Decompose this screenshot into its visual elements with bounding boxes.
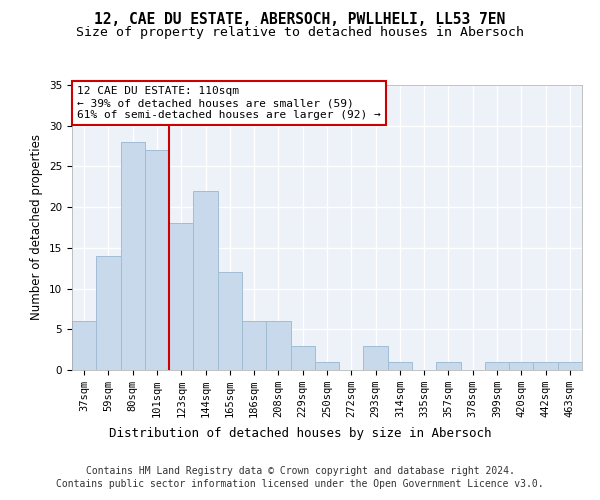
- Bar: [169, 224, 193, 370]
- Bar: [388, 362, 412, 370]
- Bar: [315, 362, 339, 370]
- Bar: [72, 321, 96, 370]
- Bar: [145, 150, 169, 370]
- Bar: [266, 321, 290, 370]
- Bar: [193, 191, 218, 370]
- Text: Distribution of detached houses by size in Abersoch: Distribution of detached houses by size …: [109, 428, 491, 440]
- Bar: [364, 346, 388, 370]
- Bar: [533, 362, 558, 370]
- Text: 12, CAE DU ESTATE, ABERSOCH, PWLLHELI, LL53 7EN: 12, CAE DU ESTATE, ABERSOCH, PWLLHELI, L…: [94, 12, 506, 28]
- Text: Size of property relative to detached houses in Abersoch: Size of property relative to detached ho…: [76, 26, 524, 39]
- Bar: [121, 142, 145, 370]
- Y-axis label: Number of detached properties: Number of detached properties: [31, 134, 43, 320]
- Bar: [485, 362, 509, 370]
- Bar: [290, 346, 315, 370]
- Text: 12 CAE DU ESTATE: 110sqm
← 39% of detached houses are smaller (59)
61% of semi-d: 12 CAE DU ESTATE: 110sqm ← 39% of detach…: [77, 86, 381, 120]
- Bar: [436, 362, 461, 370]
- Bar: [242, 321, 266, 370]
- Bar: [218, 272, 242, 370]
- Text: Contains HM Land Registry data © Crown copyright and database right 2024.: Contains HM Land Registry data © Crown c…: [86, 466, 514, 476]
- Bar: [96, 256, 121, 370]
- Bar: [509, 362, 533, 370]
- Bar: [558, 362, 582, 370]
- Text: Contains public sector information licensed under the Open Government Licence v3: Contains public sector information licen…: [56, 479, 544, 489]
